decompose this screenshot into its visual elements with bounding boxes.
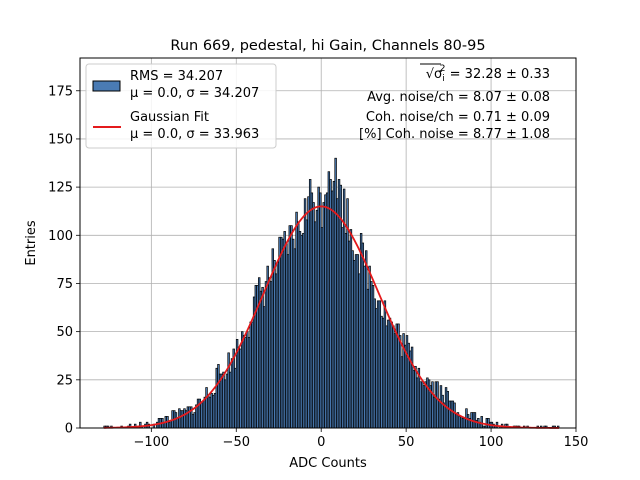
y-tick-label: 100 (48, 229, 73, 244)
legend-box (85, 63, 277, 149)
annotation-sigma-value: = 32.28 ± 0.33 (446, 67, 550, 82)
legend-histogram-swatch (92, 80, 121, 92)
x-tick-label: 50 (398, 435, 415, 450)
annotation-sigma-root: √σ (426, 67, 443, 82)
legend-fit-label: Gaussian Fit (130, 110, 209, 125)
legend-histogram-label: RMS = 34.207 (130, 69, 223, 84)
x-axis-label: ADC Counts (289, 456, 367, 471)
annotation-sigma-sub: i (442, 74, 445, 84)
annotation-sigma: √σi2 = 32.28 ± 0.33 (426, 64, 550, 84)
legend-fit-stats: μ = 0.0, σ = 33.963 (130, 127, 259, 142)
chart-title: Run 669, pedestal, hi Gain, Channels 80-… (170, 38, 485, 54)
x-tick-label: 100 (479, 435, 504, 450)
noise-annotations: √σi2 = 32.28 ± 0.33 Avg. noise/ch = 8.07… (359, 63, 550, 142)
annotation-coh-noise: Coh. noise/ch = 0.71 ± 0.09 (366, 110, 550, 125)
y-tick-label: 75 (56, 277, 73, 292)
y-tick-label: 0 (65, 422, 73, 437)
x-tick-label: 0 (317, 435, 325, 450)
x-axis-ticks: −100 −50 0 50 100 150 (133, 428, 588, 450)
gaussian-fit (103, 205, 560, 429)
y-axis-ticks: 0 25 50 75 100 125 150 175 (48, 84, 80, 437)
x-tick-label: −100 (133, 435, 169, 450)
y-tick-label: 175 (48, 84, 73, 99)
legend-histogram-stats: μ = 0.0, σ = 34.207 (130, 86, 259, 101)
y-tick-label: 25 (56, 373, 73, 388)
x-tick-label: 150 (564, 435, 589, 450)
y-tick-label: 125 (48, 181, 73, 196)
y-tick-label: 50 (56, 325, 73, 340)
annotation-avg-noise: Avg. noise/ch = 8.07 ± 0.08 (367, 90, 550, 105)
annotation-sigma-sup: 2 (440, 64, 446, 74)
y-tick-label: 150 (48, 132, 73, 147)
y-axis-label: Entries (24, 220, 39, 266)
x-tick-label: −50 (223, 435, 250, 450)
annotation-coh-noise-percent: [%] Coh. noise = 8.77 ± 1.08 (359, 127, 550, 142)
gaussian-fit-line (103, 205, 560, 429)
legend: RMS = 34.207 μ = 0.0, σ = 34.207 Gaussia… (85, 63, 277, 149)
plot-frame (79, 57, 577, 429)
